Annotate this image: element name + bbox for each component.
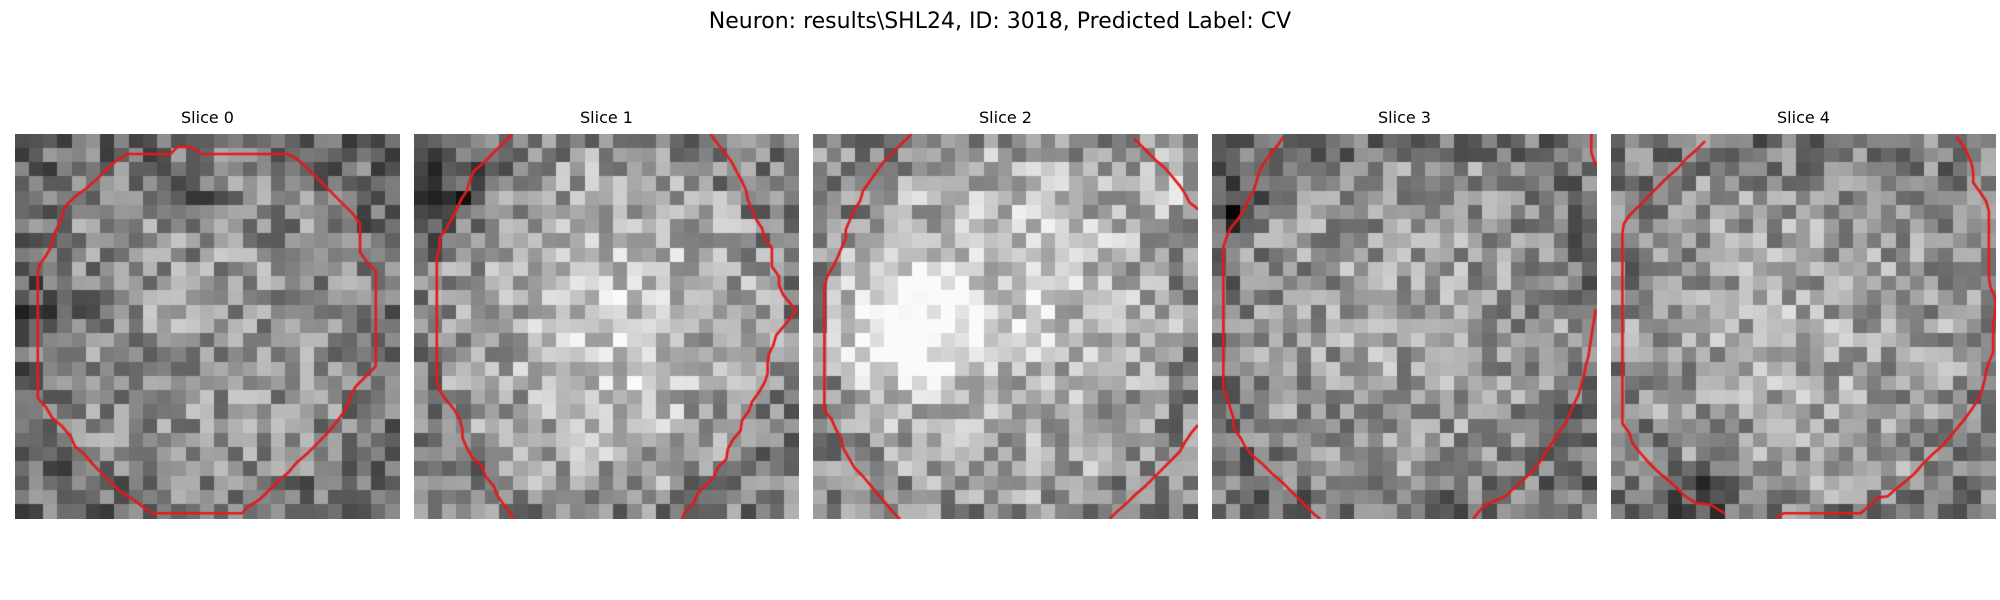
slice-image-2 — [813, 134, 1198, 519]
slice-image-4 — [1611, 134, 1996, 519]
slice-image-0 — [15, 134, 400, 519]
slice-image-1 — [414, 134, 799, 519]
slice-image-3 — [1212, 134, 1597, 519]
slice-title-0: Slice 0 — [181, 108, 234, 127]
figure-title: Neuron: results\SHL24, ID: 3018, Predict… — [708, 9, 1292, 34]
slice-title-4: Slice 4 — [1777, 108, 1830, 127]
slice-title-1: Slice 1 — [580, 108, 633, 127]
slice-title-2: Slice 2 — [979, 108, 1032, 127]
slice-title-3: Slice 3 — [1378, 108, 1431, 127]
